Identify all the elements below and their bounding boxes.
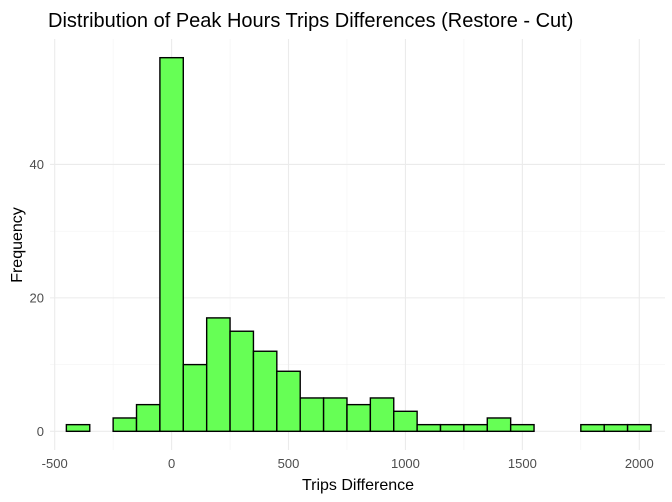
histogram-bar [393, 410, 418, 433]
histogram-bar [276, 370, 301, 433]
histogram-bar [603, 423, 629, 433]
histogram-bar [159, 56, 184, 433]
histogram-bar [486, 417, 512, 433]
chart-title: Distribution of Peak Hours Trips Differe… [48, 10, 573, 32]
histogram-bar [369, 397, 395, 433]
x-axis-title: Trips Difference [302, 477, 414, 494]
y-axis-title: Frequency [9, 207, 26, 283]
histogram-bar [416, 423, 442, 433]
histogram-bar [322, 397, 348, 433]
histogram-bar [299, 397, 325, 433]
x-tick-label: -500 [42, 456, 68, 471]
histogram-bars [65, 56, 652, 433]
grid-lines [50, 39, 665, 450]
histogram-bar [205, 317, 231, 433]
y-tick-label: 20 [30, 290, 44, 305]
histogram-bar [135, 403, 161, 433]
x-tick-label: 1500 [508, 456, 537, 471]
histogram-bar [439, 423, 465, 433]
x-tick-label: 2000 [625, 456, 654, 471]
y-axis-tick-labels: 0 20 40 [30, 157, 44, 439]
histogram-bar [509, 423, 535, 433]
x-tick-label: 0 [168, 456, 175, 471]
histogram-bar [65, 423, 91, 433]
histogram-bar [182, 363, 208, 433]
histogram-bar [229, 330, 255, 433]
histogram-bar [252, 350, 278, 433]
histogram-bar [463, 423, 488, 433]
y-tick-label: 40 [30, 157, 44, 172]
y-tick-label: 0 [37, 424, 44, 439]
x-tick-label: 500 [278, 456, 300, 471]
histogram-bar [626, 423, 652, 433]
histogram-bar [112, 417, 138, 433]
histogram-bar [580, 423, 605, 433]
histogram-bar [346, 403, 372, 433]
x-axis-tick-labels: -500 0 500 1000 1500 2000 [42, 456, 654, 471]
x-tick-label: 1000 [391, 456, 420, 471]
